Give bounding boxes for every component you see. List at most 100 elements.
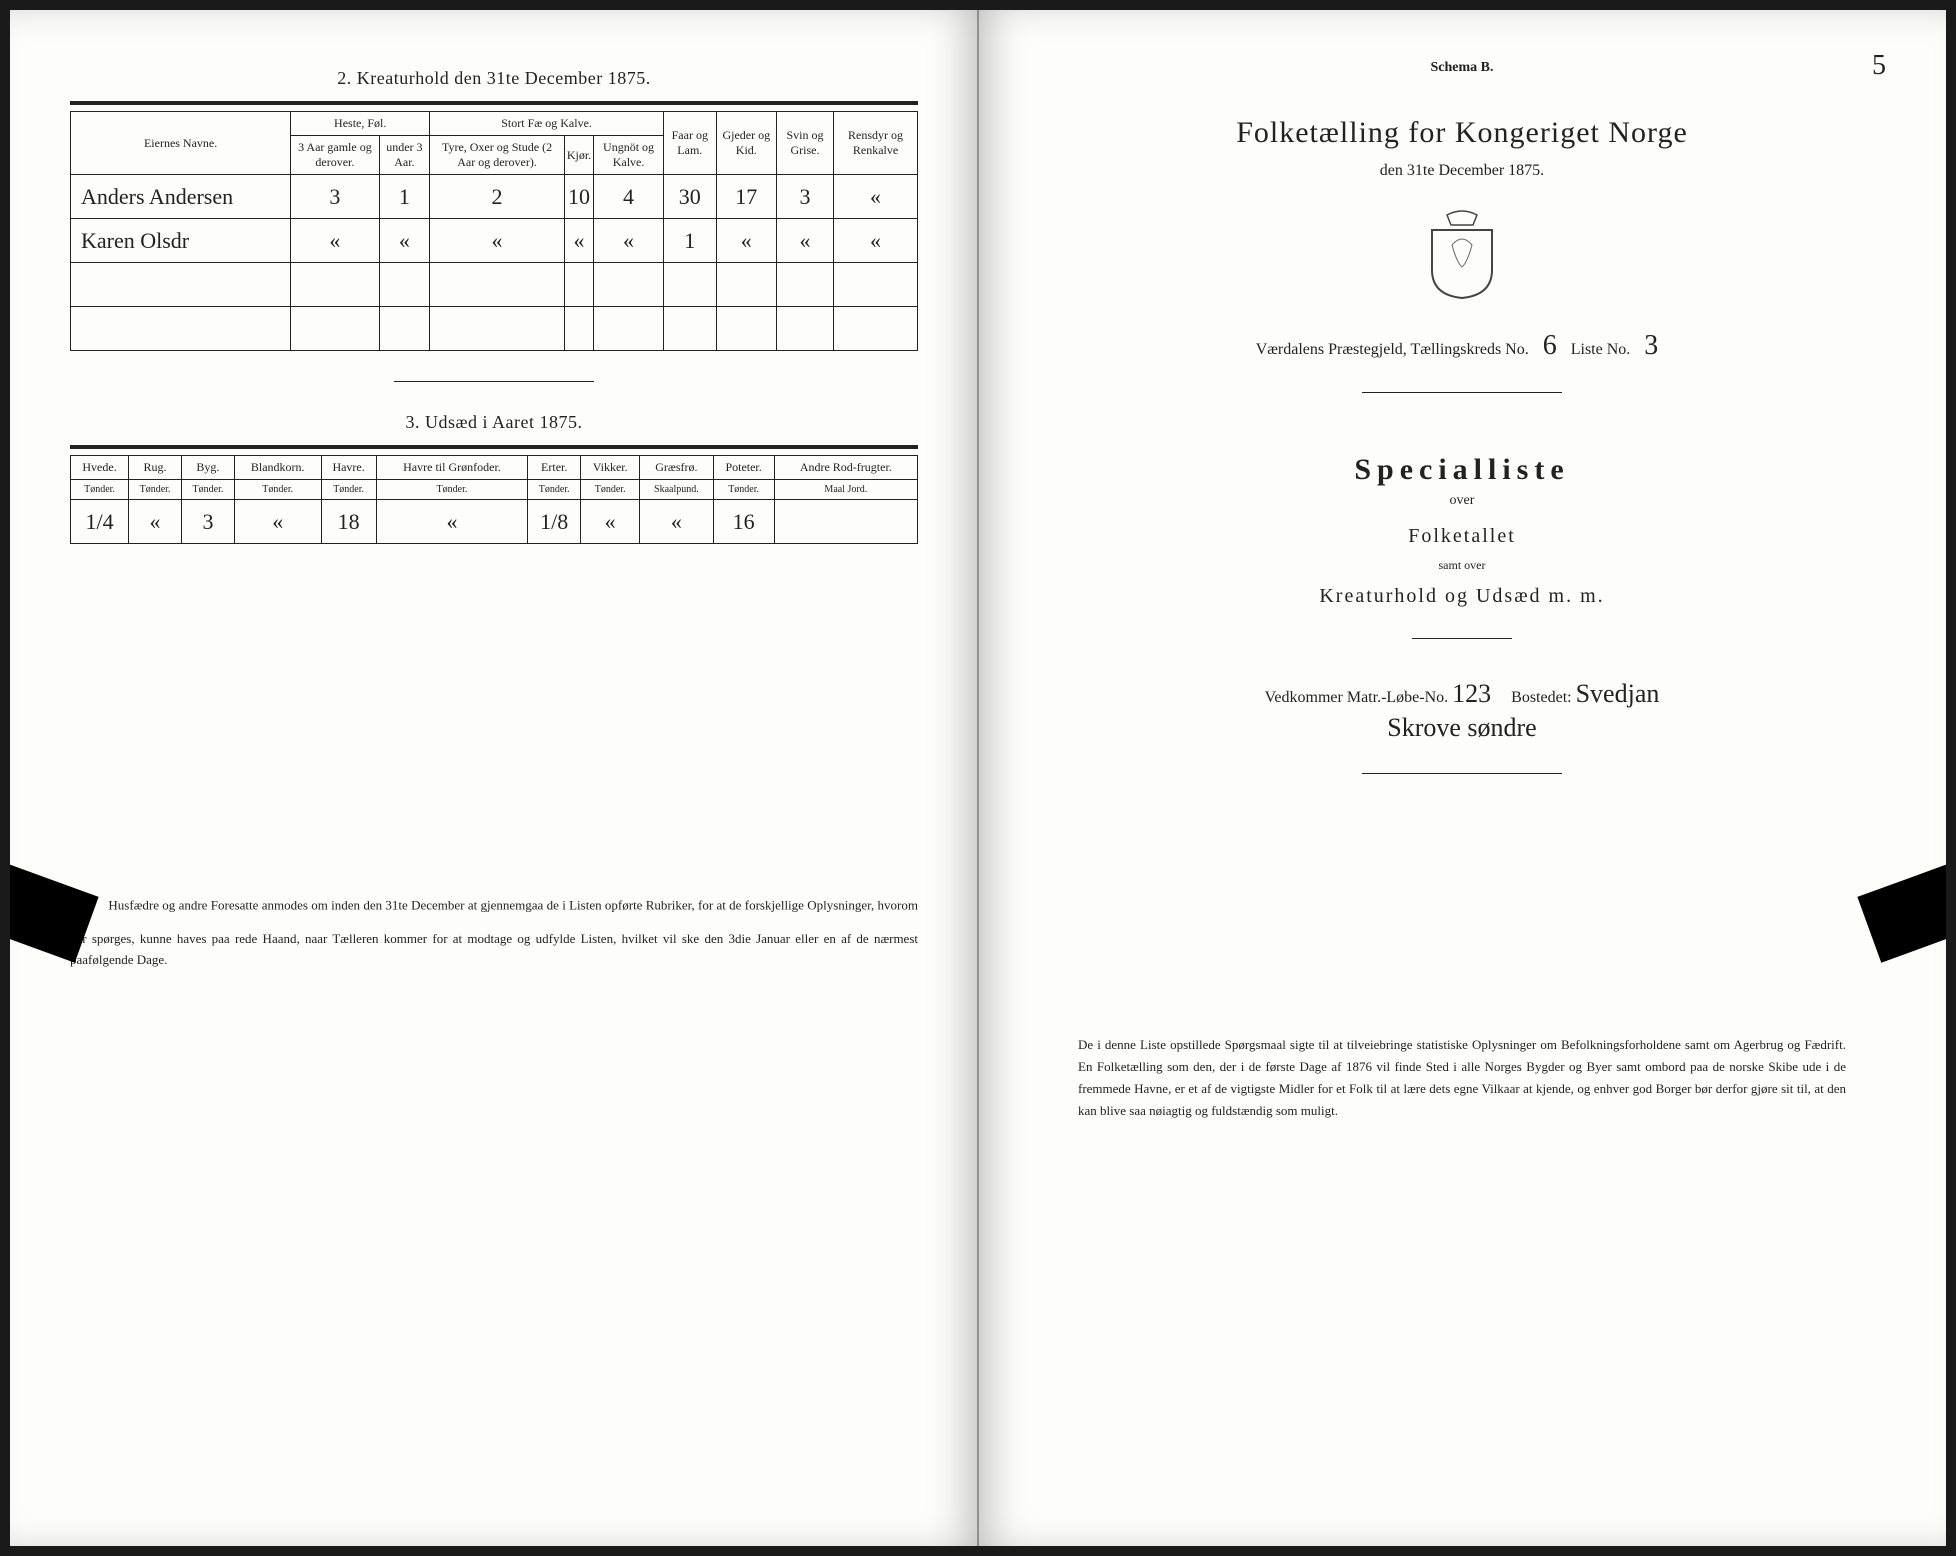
col-unit: Skaalpund. [640, 480, 713, 500]
cell [379, 263, 430, 307]
cell: 10 [564, 175, 593, 219]
sub-stort2: Kjør. [564, 136, 593, 175]
cell [564, 307, 593, 351]
photo-clip [1857, 859, 1946, 962]
col-header: Rug. [129, 456, 182, 480]
bosted-label: Bostedet: [1511, 689, 1571, 706]
schema-label: Schema B. [1038, 60, 1886, 76]
cell: 16 [713, 500, 774, 544]
book-spine [977, 10, 979, 1546]
col-unit: Tønder. [129, 480, 182, 500]
right-page: Schema B. 5 Folketælling for Kongeriget … [978, 10, 1946, 1546]
col-unit: Tønder. [713, 480, 774, 500]
cell: « [129, 500, 182, 544]
census-date: den 31te December 1875. [1038, 162, 1886, 180]
col-header: Græsfrø. [640, 456, 713, 480]
col-unit: Tønder. [71, 480, 129, 500]
col-unit: Tønder. [234, 480, 321, 500]
cell [71, 307, 291, 351]
cell: 3 [291, 175, 379, 219]
cell: 3 [776, 175, 833, 219]
cell [594, 263, 664, 307]
col-gjed: Gjeder og Kid. [716, 112, 776, 175]
col-unit: Tønder. [321, 480, 376, 500]
col-unit: Tønder. [528, 480, 581, 500]
parish-prefix: Værdalens Præstegjeld, Tællingskreds No. [1256, 341, 1529, 358]
cell: 17 [716, 175, 776, 219]
cell [776, 307, 833, 351]
cell: « [716, 219, 776, 263]
col-group-stort: Stort Fæ og Kalve. [430, 112, 664, 136]
table-row: Anders Andersen31210430173« [71, 175, 918, 219]
kreaturhold-line: Kreaturhold og Udsæd m. m. [1038, 585, 1886, 608]
col-unit: Tønder. [581, 480, 640, 500]
census-title: Folketælling for Kongeriget Norge [1038, 116, 1886, 150]
cell: « [376, 500, 528, 544]
cell [663, 263, 716, 307]
col-svin: Svin og Grise. [776, 112, 833, 175]
cell [663, 307, 716, 351]
vedkommer-line: Vedkommer Matr.-Løbe-No. 123 Bostedet: S… [1038, 679, 1886, 709]
right-footnote: De i denne Liste opstillede Spørgsmaal s… [1038, 1034, 1886, 1122]
sub-heste1: 3 Aar gamle og derover. [291, 136, 379, 175]
cell [379, 307, 430, 351]
cell [834, 307, 918, 351]
left-note-text: Husfædre og andre Foresatte anmodes om i… [70, 897, 918, 966]
table-row: Karen Olsdr«««««1««« [71, 219, 918, 263]
cell: 1/4 [71, 500, 129, 544]
cell [716, 307, 776, 351]
bosted-line2: Skrove søndre [1038, 713, 1886, 743]
cell: « [291, 219, 379, 263]
cell: 1 [379, 175, 430, 219]
kreds-no: 6 [1533, 330, 1567, 361]
col-header: Erter. [528, 456, 581, 480]
cell: « [564, 219, 593, 263]
cell: 4 [594, 175, 664, 219]
cell: 1 [663, 219, 716, 263]
cell: 30 [663, 175, 716, 219]
cell: 2 [430, 175, 565, 219]
cell [716, 263, 776, 307]
book-spread: 2. Kreaturhold den 31te December 1875. E… [10, 10, 1946, 1546]
cell: « [834, 219, 918, 263]
cell: Karen Olsdr [71, 219, 291, 263]
cell [776, 263, 833, 307]
divider [1362, 392, 1562, 393]
cell: 18 [321, 500, 376, 544]
cell [291, 263, 379, 307]
cell: « [640, 500, 713, 544]
cell: 1/8 [528, 500, 581, 544]
left-footnote: ☞ Husfædre og andre Foresatte anmodes om… [70, 884, 918, 970]
col-header: Andre Rod-frugter. [774, 456, 917, 480]
col-header: Poteter. [713, 456, 774, 480]
col-unit: Maal Jord. [774, 480, 917, 500]
sub-stort3: Ungnöt og Kalve. [594, 136, 664, 175]
col-unit: Tønder. [376, 480, 528, 500]
folketallet: Folketallet [1038, 525, 1886, 548]
bosted-value: Svedjan [1576, 679, 1660, 708]
col-faar: Faar og Lam. [663, 112, 716, 175]
table-row [71, 307, 918, 351]
samt-over: samt over [1038, 558, 1886, 573]
cell [564, 263, 593, 307]
cell: 3 [181, 500, 234, 544]
cell: « [379, 219, 430, 263]
specialliste-heading: Specialliste [1038, 453, 1886, 487]
col-unit: Tønder. [181, 480, 234, 500]
udsaed-table: Hvede.Rug.Byg.Blandkorn.Havre.Havre til … [70, 455, 918, 544]
cell: « [594, 219, 664, 263]
bosted-value-2: Skrove søndre [1387, 713, 1536, 742]
cell [430, 307, 565, 351]
col-header: Vikker. [581, 456, 640, 480]
matr-no: 123 [1452, 679, 1491, 708]
table-row [71, 263, 918, 307]
cell: « [430, 219, 565, 263]
section3-title: 3. Udsæd i Aaret 1875. [70, 412, 918, 433]
cell: Anders Andersen [71, 175, 291, 219]
col-header: Havre. [321, 456, 376, 480]
coat-of-arms-icon [1422, 210, 1502, 300]
cell [594, 307, 664, 351]
kreatur-table: Eiernes Navne. Heste, Føl. Stort Fæ og K… [70, 111, 918, 351]
cell: « [776, 219, 833, 263]
divider [1362, 773, 1562, 774]
